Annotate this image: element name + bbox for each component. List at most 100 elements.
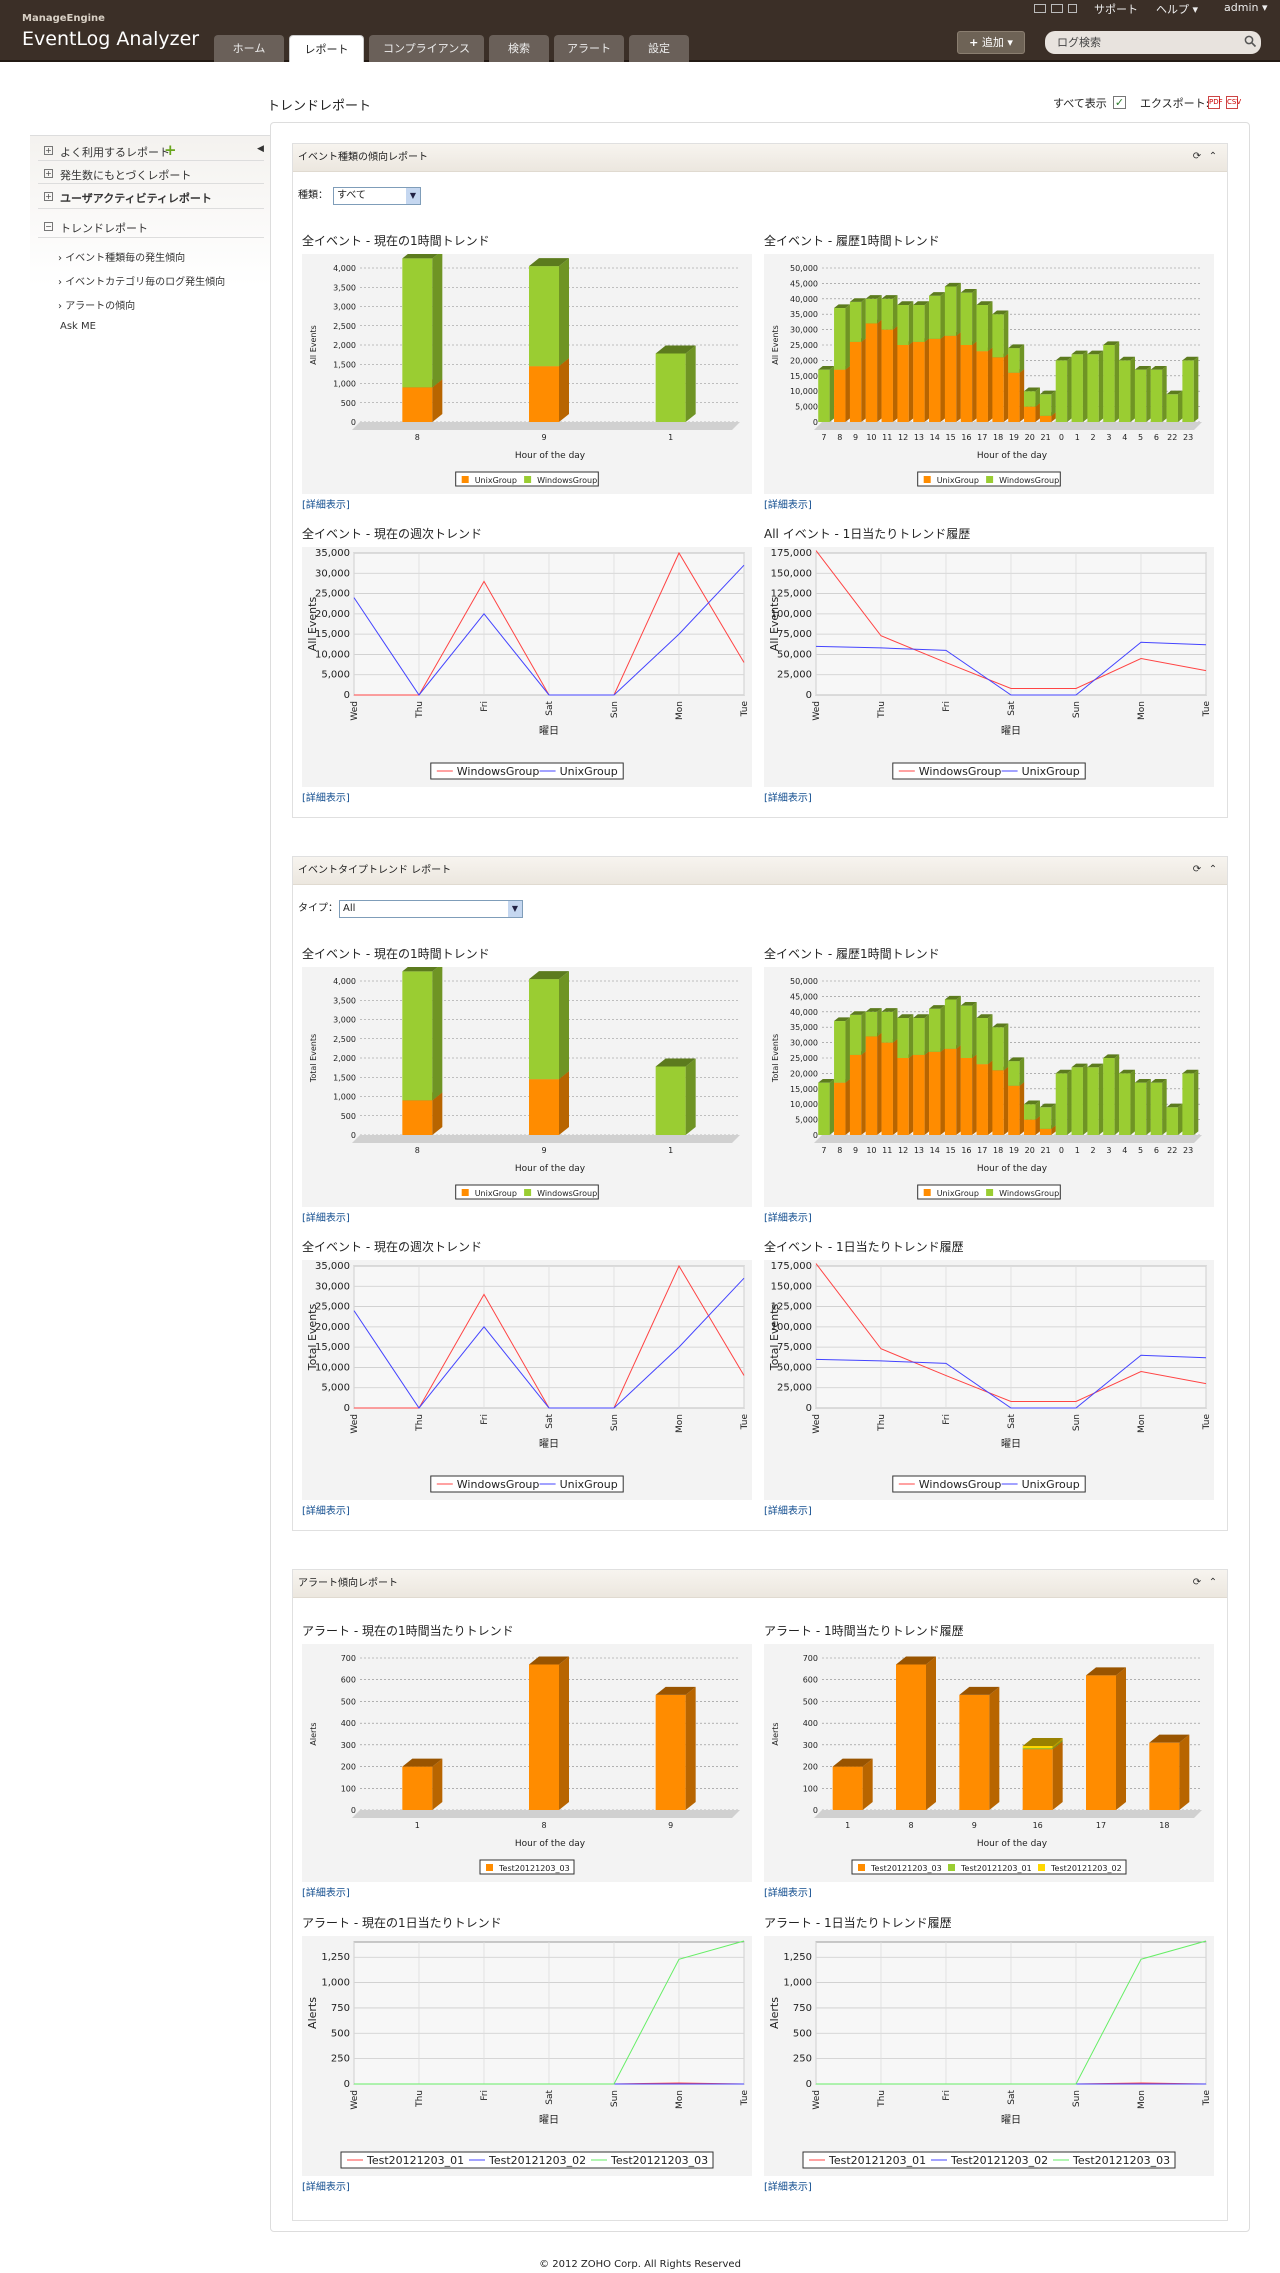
tab-alerts[interactable]: アラート — [554, 35, 624, 62]
expand-icon[interactable]: + — [44, 146, 53, 155]
x-tick-label: Fri — [942, 1414, 952, 1425]
csv-export-icon[interactable]: CSV — [1226, 96, 1241, 109]
sidebar-item-favorites[interactable]: よく利用するレポート — [60, 146, 170, 159]
section-title: イベント種類の傾向レポート — [293, 144, 1227, 172]
add-favorite-icon[interactable]: + — [164, 141, 177, 159]
series-line — [816, 1940, 1207, 2085]
x-tick-label: 21 — [1040, 433, 1050, 442]
bar-top — [959, 1686, 1000, 1695]
sidebar-subitem-alert-trend[interactable]: › アラートの傾向 — [58, 301, 136, 312]
monitor-icon[interactable] — [1034, 4, 1046, 13]
y-tick-label: 400 — [803, 1719, 818, 1728]
product-logo[interactable]: EventLog Analyzer — [22, 28, 200, 50]
refresh-icon[interactable]: ⟳ — [1192, 864, 1202, 875]
bar — [1055, 1073, 1068, 1135]
collapse-section-icon[interactable]: ⌃ — [1208, 864, 1218, 875]
show-all-checkbox[interactable]: ✓ — [1113, 96, 1126, 109]
y-tick-label: 700 — [341, 1654, 356, 1663]
bar-side — [1114, 341, 1120, 422]
search-icon[interactable] — [1244, 35, 1257, 48]
pdf-export-icon[interactable]: PDF — [1208, 96, 1223, 109]
detail-link[interactable]: [詳細表示] — [302, 2182, 350, 2193]
legend-label: Test20121203_03 — [870, 1864, 942, 1873]
bar-side — [559, 258, 569, 367]
bar-top — [1103, 341, 1120, 345]
bar-side — [1035, 1100, 1041, 1120]
detail-link[interactable]: [詳細表示] — [764, 500, 812, 511]
detail-link[interactable]: [詳細表示] — [764, 2182, 812, 2193]
bar — [849, 341, 862, 422]
bar-top — [881, 1008, 898, 1012]
x-tick-label: Fri — [480, 701, 490, 712]
refresh-icon[interactable]: ⟳ — [1192, 1577, 1202, 1588]
detail-link[interactable]: [詳細表示] — [764, 1506, 812, 1517]
bar — [865, 1036, 878, 1135]
bar — [913, 304, 925, 342]
detail-link[interactable]: [詳細表示] — [764, 1213, 812, 1224]
bar-top — [1166, 1103, 1183, 1108]
x-tick-label: 7 — [821, 433, 826, 442]
detail-link[interactable]: [詳細表示] — [764, 793, 812, 804]
y-tick-label: 2,500 — [333, 1035, 356, 1044]
detail-link[interactable]: [詳細表示] — [302, 1506, 350, 1517]
bar-side — [1003, 1066, 1009, 1135]
bar-side — [877, 295, 882, 324]
detail-link[interactable]: [詳細表示] — [302, 793, 350, 804]
x-axis-label: 曜日 — [1001, 725, 1021, 737]
type-select[interactable]: All ▼ — [339, 900, 523, 918]
sidebar-item-ask-me[interactable]: Ask ME — [60, 321, 96, 332]
detail-link[interactable]: [詳細表示] — [764, 1888, 812, 1899]
y-axis-label: All Events — [306, 597, 319, 652]
bar-top — [402, 254, 438, 259]
add-button[interactable]: + 追加 ▾ — [957, 31, 1025, 54]
refresh-icon[interactable]: ⟳ — [1192, 151, 1202, 162]
help-menu[interactable]: ヘルプ ▾ — [1156, 3, 1199, 16]
bar — [1039, 415, 1052, 422]
tab-search[interactable]: 検索 — [489, 35, 549, 62]
tab-compliance[interactable]: コンプライアンス — [369, 35, 484, 62]
doc-icon[interactable] — [1068, 4, 1077, 13]
tab-settings[interactable]: 設定 — [629, 35, 689, 62]
bar — [865, 298, 878, 324]
sidebar-item-user-activity[interactable]: ユーザアクティビティレポート — [60, 192, 212, 205]
collapse-sidebar-icon[interactable]: ◀ — [257, 144, 264, 154]
expand-icon[interactable]: + — [44, 169, 53, 178]
bar-side — [987, 1060, 993, 1135]
sidebar-item-count-reports[interactable]: 発生数にもとづくレポート — [60, 169, 192, 182]
bar — [1022, 1745, 1053, 1749]
tab-reports[interactable]: レポート — [289, 35, 364, 62]
x-tick-label: 16 — [961, 433, 971, 442]
y-tick-label: 600 — [803, 1676, 818, 1685]
collapse-section-icon[interactable]: ⌃ — [1208, 1577, 1218, 1588]
collapse-section-icon[interactable]: ⌃ — [1208, 151, 1218, 162]
sidebar-subitem-event-category[interactable]: › イベントカテゴリ毎のログ発生傾向 — [58, 277, 226, 288]
collapse-icon[interactable]: − — [44, 222, 53, 231]
detail-link[interactable]: [詳細表示] — [302, 500, 350, 511]
window-icon[interactable] — [1051, 4, 1063, 13]
expand-icon[interactable]: + — [44, 192, 53, 201]
y-axis-label: All Events — [768, 597, 781, 652]
tab-home[interactable]: ホーム — [214, 35, 284, 62]
sidebar-item-trend-reports[interactable]: トレンドレポート — [60, 222, 148, 235]
chart-floor — [352, 1810, 740, 1818]
bar-top — [1039, 1103, 1056, 1108]
log-search-input[interactable]: ログ検索 — [1045, 31, 1261, 54]
bar-side — [1098, 350, 1104, 422]
y-tick-label: 20,000 — [790, 356, 818, 365]
y-tick-label: 125,000 — [771, 589, 812, 600]
detail-link[interactable]: [詳細表示] — [302, 1213, 350, 1224]
bar — [655, 353, 686, 422]
x-tick-label: Mon — [675, 1414, 685, 1433]
bar-top — [1024, 1100, 1041, 1105]
y-tick-label: 500 — [803, 1697, 818, 1706]
bar — [1119, 360, 1131, 422]
bar-side — [926, 1656, 936, 1810]
sidebar-subitem-event-type[interactable]: › イベント種類毎の発生傾向 — [58, 253, 186, 264]
type-select[interactable]: すべて ▼ — [333, 187, 421, 205]
bar — [881, 329, 893, 422]
user-menu[interactable]: admin ▾ — [1224, 1, 1268, 14]
detail-link[interactable]: [詳細表示] — [302, 1888, 350, 1899]
support-link[interactable]: サポート — [1094, 3, 1138, 16]
divider — [38, 160, 264, 161]
y-tick-label: 250 — [331, 2054, 350, 2065]
